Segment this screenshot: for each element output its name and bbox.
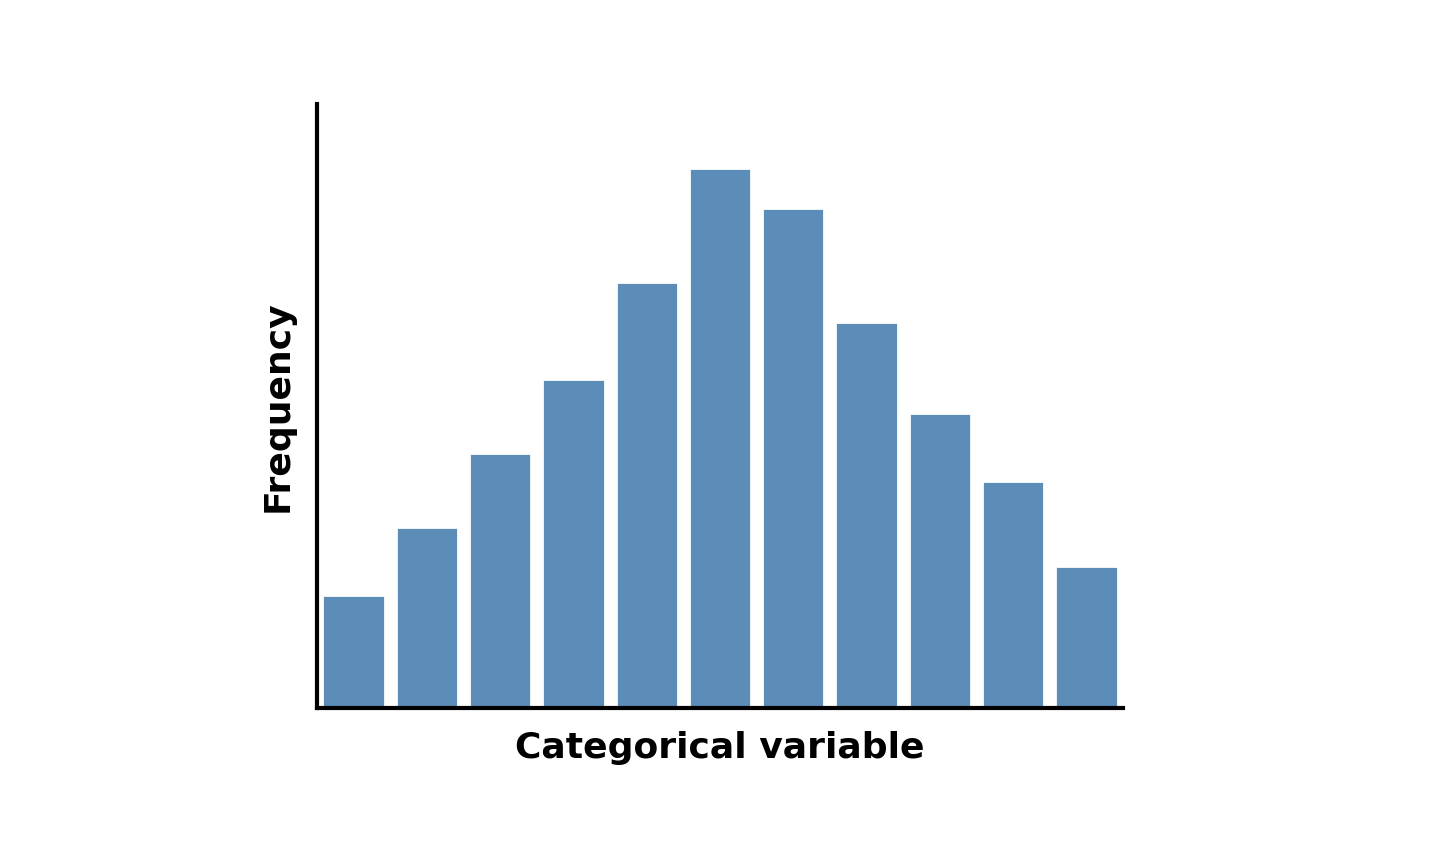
Bar [323,594,384,708]
Bar [615,283,678,708]
Bar [543,378,605,708]
Bar [1056,567,1117,708]
Bar [909,413,971,708]
Bar [688,168,752,708]
Y-axis label: Frequency: Frequency [261,301,295,511]
Bar [469,453,531,708]
X-axis label: Categorical variable: Categorical variable [516,731,924,765]
Bar [396,526,458,708]
Bar [982,481,1044,708]
Bar [762,208,825,708]
Bar [835,322,897,708]
